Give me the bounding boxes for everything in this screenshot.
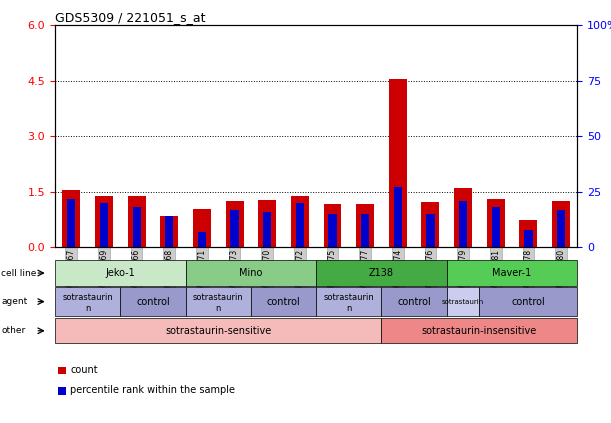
Bar: [552, 201, 570, 247]
Bar: [230, 210, 239, 247]
Bar: [160, 216, 178, 247]
Bar: [329, 214, 337, 247]
Text: other: other: [1, 326, 26, 335]
Bar: [459, 201, 467, 247]
Bar: [356, 204, 374, 247]
Bar: [165, 217, 174, 247]
Text: sotrastaurin: sotrastaurin: [442, 299, 485, 305]
Bar: [258, 200, 276, 247]
Bar: [389, 79, 407, 247]
Bar: [454, 188, 472, 247]
Bar: [361, 214, 369, 247]
Text: Mino: Mino: [239, 268, 263, 278]
Bar: [62, 190, 80, 247]
Bar: [426, 214, 434, 247]
Bar: [557, 210, 565, 247]
Bar: [198, 232, 206, 247]
Text: Z138: Z138: [369, 268, 394, 278]
Bar: [324, 204, 342, 247]
Bar: [296, 203, 304, 247]
Text: Jeko-1: Jeko-1: [106, 268, 135, 278]
Bar: [95, 196, 113, 247]
Text: n: n: [216, 304, 221, 313]
Bar: [128, 196, 145, 247]
Bar: [263, 212, 271, 247]
Text: control: control: [266, 297, 301, 307]
Text: n: n: [346, 304, 351, 313]
Text: count: count: [70, 365, 98, 375]
Bar: [67, 199, 75, 247]
Bar: [100, 203, 108, 247]
Bar: [133, 208, 141, 247]
Text: GDS5309 / 221051_s_at: GDS5309 / 221051_s_at: [55, 11, 205, 24]
Bar: [492, 208, 500, 247]
Text: control: control: [136, 297, 170, 307]
Bar: [519, 220, 538, 247]
Text: sotrastaurin: sotrastaurin: [323, 293, 374, 302]
Text: control: control: [397, 297, 431, 307]
Bar: [487, 199, 505, 247]
Bar: [225, 201, 244, 247]
Text: sotrastaurin: sotrastaurin: [193, 293, 244, 302]
Text: Maver-1: Maver-1: [492, 268, 532, 278]
Text: n: n: [85, 304, 90, 313]
Bar: [291, 196, 309, 247]
Bar: [393, 187, 402, 247]
Text: percentile rank within the sample: percentile rank within the sample: [70, 385, 235, 396]
Bar: [524, 230, 533, 247]
Text: agent: agent: [1, 297, 27, 306]
Text: sotrastaurin-sensitive: sotrastaurin-sensitive: [165, 326, 271, 336]
Bar: [193, 209, 211, 247]
Text: control: control: [511, 297, 545, 307]
Text: cell line: cell line: [1, 269, 37, 277]
Text: sotrastaurin: sotrastaurin: [62, 293, 113, 302]
Bar: [422, 202, 439, 247]
Text: sotrastaurin-insensitive: sotrastaurin-insensitive: [422, 326, 537, 336]
